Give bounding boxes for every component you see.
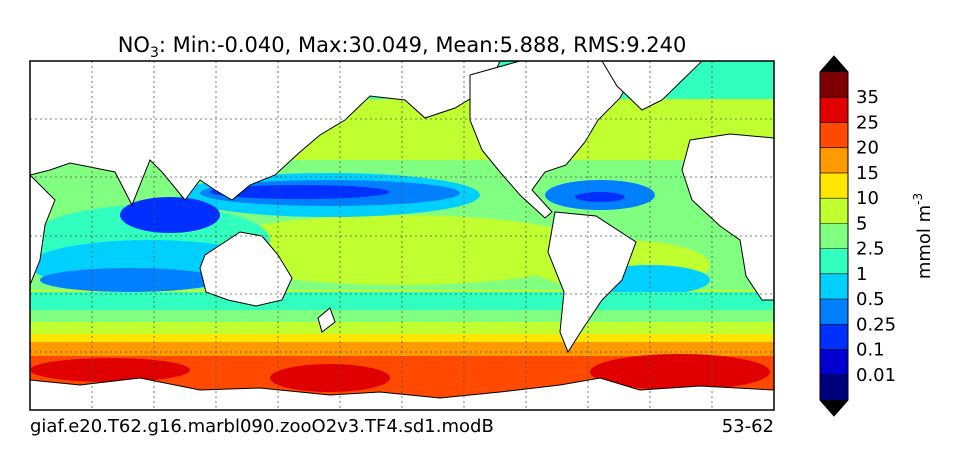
- colorbar-label: 2.5: [856, 239, 885, 260]
- colorbar-label: 35: [856, 87, 879, 108]
- colorbar-segment: [820, 122, 848, 149]
- title-species: NO: [118, 33, 150, 57]
- colorbar-extend-bottom: [820, 400, 848, 416]
- colorbar-segment: [820, 349, 848, 376]
- colorbar-label: 25: [856, 112, 879, 133]
- colorbar-segment: [820, 273, 848, 300]
- colorbar-outline: [819, 55, 849, 417]
- unit-exponent: -3: [911, 193, 925, 205]
- map-frame: [29, 60, 775, 411]
- footer-case: giaf.e20.T62.g16.marbl090.zooO2v3.TF4.sd…: [30, 416, 494, 437]
- title-subscript: 3: [150, 45, 159, 61]
- colorbar-label: 0.01: [856, 365, 896, 386]
- colorbar-segment: [820, 172, 848, 199]
- footer-years: 53-62: [722, 416, 774, 437]
- colorbar-segment: [820, 147, 848, 174]
- colorbar: 0.01 0.1 0.25 0.5 1 2.5 5 10 15 20 25 35: [819, 55, 896, 417]
- title-stats: : Min:-0.040, Max:30.049, Mean:5.888, RM…: [159, 33, 686, 57]
- unit-text: mmol m: [914, 205, 935, 279]
- colorbar-extend-top: [820, 56, 848, 72]
- colorbar-label: 0.5: [856, 289, 885, 310]
- colorbar-segment: [820, 248, 848, 275]
- colorbar-label: 0.25: [856, 314, 896, 335]
- colorbar-segment: [820, 223, 848, 250]
- colorbar-segment: [820, 97, 848, 123]
- colorbar-label: 0.1: [856, 340, 885, 361]
- colorbar-segment: [820, 198, 848, 224]
- colorbar-segment: [820, 324, 848, 351]
- colorbar-segment: [820, 374, 848, 401]
- colorbar-label: 5: [856, 213, 867, 234]
- colorbar-segment: [820, 72, 848, 98]
- title: NO3: Min:-0.040, Max:30.049, Mean:5.888,…: [118, 33, 687, 61]
- map: [30, 61, 774, 410]
- colorbar-label: 15: [856, 163, 879, 184]
- colorbar-label: 20: [856, 138, 879, 159]
- colorbar-label: 10: [856, 188, 879, 209]
- colorbar-unit: mmol m-3: [911, 193, 935, 279]
- colorbar-segment: [820, 299, 848, 325]
- colorbar-label: 1: [856, 264, 867, 285]
